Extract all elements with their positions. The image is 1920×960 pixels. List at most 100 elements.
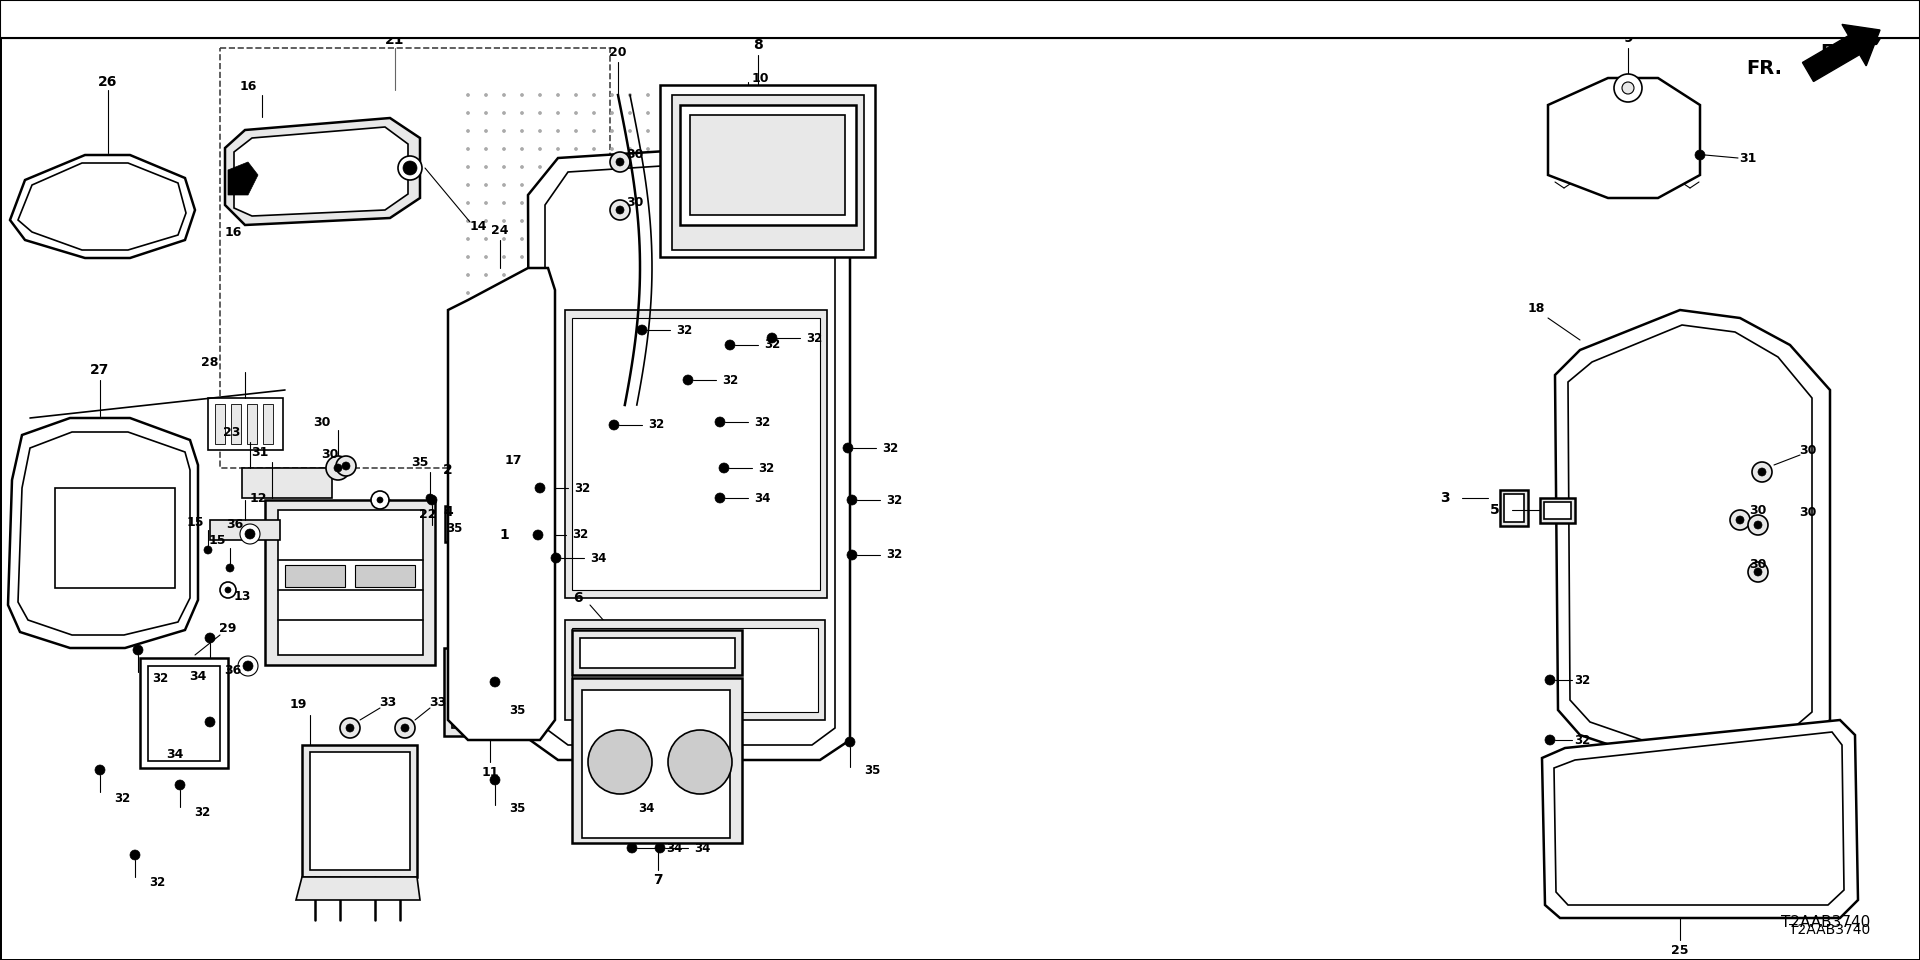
- Circle shape: [845, 255, 847, 258]
- Circle shape: [808, 634, 812, 636]
- Circle shape: [791, 525, 793, 529]
- Circle shape: [588, 730, 653, 794]
- Circle shape: [557, 220, 559, 223]
- Circle shape: [772, 525, 776, 529]
- Circle shape: [593, 220, 595, 223]
- Circle shape: [701, 543, 703, 546]
- Circle shape: [520, 309, 524, 313]
- Circle shape: [808, 309, 812, 313]
- Circle shape: [772, 399, 776, 402]
- Circle shape: [826, 165, 829, 169]
- Circle shape: [772, 165, 776, 169]
- Circle shape: [611, 152, 630, 172]
- Bar: [689, 115, 845, 215]
- Circle shape: [467, 453, 470, 457]
- Circle shape: [520, 93, 524, 97]
- Text: 20: 20: [609, 45, 626, 59]
- Circle shape: [682, 562, 685, 564]
- Circle shape: [755, 165, 758, 169]
- Bar: [564, 620, 826, 720]
- Circle shape: [808, 183, 812, 186]
- Circle shape: [611, 580, 614, 583]
- Circle shape: [664, 597, 668, 601]
- Circle shape: [718, 471, 722, 474]
- Circle shape: [538, 706, 541, 708]
- Circle shape: [772, 652, 776, 655]
- Text: 32: 32: [574, 482, 589, 494]
- Circle shape: [574, 687, 578, 690]
- Circle shape: [755, 543, 758, 546]
- Circle shape: [503, 508, 505, 511]
- Circle shape: [647, 165, 649, 169]
- Circle shape: [647, 274, 649, 276]
- Bar: [284, 565, 346, 587]
- Circle shape: [737, 508, 739, 511]
- Circle shape: [772, 580, 776, 583]
- Circle shape: [520, 237, 524, 241]
- Circle shape: [503, 669, 505, 673]
- Circle shape: [826, 111, 829, 114]
- Circle shape: [826, 706, 829, 708]
- Circle shape: [593, 508, 595, 511]
- Circle shape: [701, 687, 703, 690]
- Circle shape: [611, 436, 614, 439]
- Circle shape: [701, 436, 703, 439]
- Circle shape: [701, 111, 703, 114]
- Circle shape: [808, 669, 812, 673]
- Circle shape: [772, 111, 776, 114]
- Circle shape: [467, 399, 470, 402]
- Circle shape: [628, 471, 632, 474]
- Circle shape: [826, 309, 829, 313]
- Text: 35: 35: [411, 455, 428, 468]
- Text: 32: 32: [764, 339, 780, 351]
- Circle shape: [538, 436, 541, 439]
- Circle shape: [484, 327, 488, 330]
- Circle shape: [574, 130, 578, 132]
- Circle shape: [520, 418, 524, 420]
- Circle shape: [637, 325, 647, 335]
- Circle shape: [845, 220, 847, 223]
- Circle shape: [1759, 468, 1766, 476]
- Circle shape: [574, 436, 578, 439]
- Circle shape: [503, 255, 505, 258]
- Circle shape: [484, 364, 488, 367]
- Circle shape: [520, 165, 524, 169]
- Circle shape: [574, 202, 578, 204]
- Circle shape: [647, 687, 649, 690]
- Circle shape: [737, 706, 739, 708]
- Circle shape: [551, 553, 561, 563]
- Circle shape: [574, 418, 578, 420]
- Circle shape: [628, 130, 632, 132]
- Circle shape: [538, 183, 541, 186]
- Text: 15: 15: [186, 516, 204, 529]
- Polygon shape: [225, 118, 420, 225]
- Polygon shape: [528, 145, 851, 760]
- Circle shape: [845, 652, 847, 655]
- Bar: [445, 506, 472, 542]
- Circle shape: [467, 165, 470, 169]
- Text: 30: 30: [1749, 559, 1766, 571]
- Circle shape: [791, 220, 793, 223]
- Circle shape: [808, 274, 812, 276]
- Circle shape: [755, 615, 758, 618]
- Circle shape: [737, 274, 739, 276]
- Circle shape: [503, 327, 505, 330]
- Circle shape: [826, 237, 829, 241]
- Circle shape: [755, 255, 758, 258]
- Circle shape: [520, 399, 524, 402]
- Circle shape: [682, 130, 685, 132]
- Circle shape: [737, 364, 739, 367]
- Text: 18: 18: [1526, 301, 1546, 315]
- Circle shape: [791, 597, 793, 601]
- Circle shape: [701, 597, 703, 601]
- Circle shape: [791, 111, 793, 114]
- Circle shape: [714, 417, 726, 427]
- Circle shape: [826, 580, 829, 583]
- Circle shape: [701, 453, 703, 457]
- Bar: [230, 404, 242, 444]
- Circle shape: [737, 525, 739, 529]
- Circle shape: [593, 255, 595, 258]
- Circle shape: [664, 111, 668, 114]
- Circle shape: [628, 93, 632, 97]
- Bar: [148, 666, 221, 761]
